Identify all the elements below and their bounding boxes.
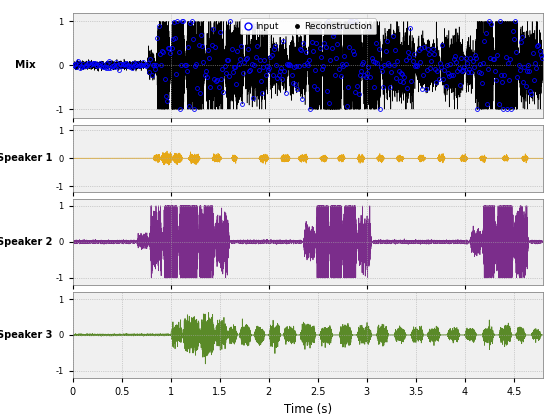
Y-axis label: Speaker 1: Speaker 1 [0, 153, 53, 163]
Y-axis label: Speaker 2: Speaker 2 [0, 237, 53, 247]
Y-axis label: Speaker 3: Speaker 3 [0, 330, 53, 340]
Legend: Input, Reconstruction: Input, Reconstruction [240, 18, 376, 34]
X-axis label: Time (s): Time (s) [284, 403, 332, 415]
Y-axis label: Mix: Mix [15, 60, 35, 70]
